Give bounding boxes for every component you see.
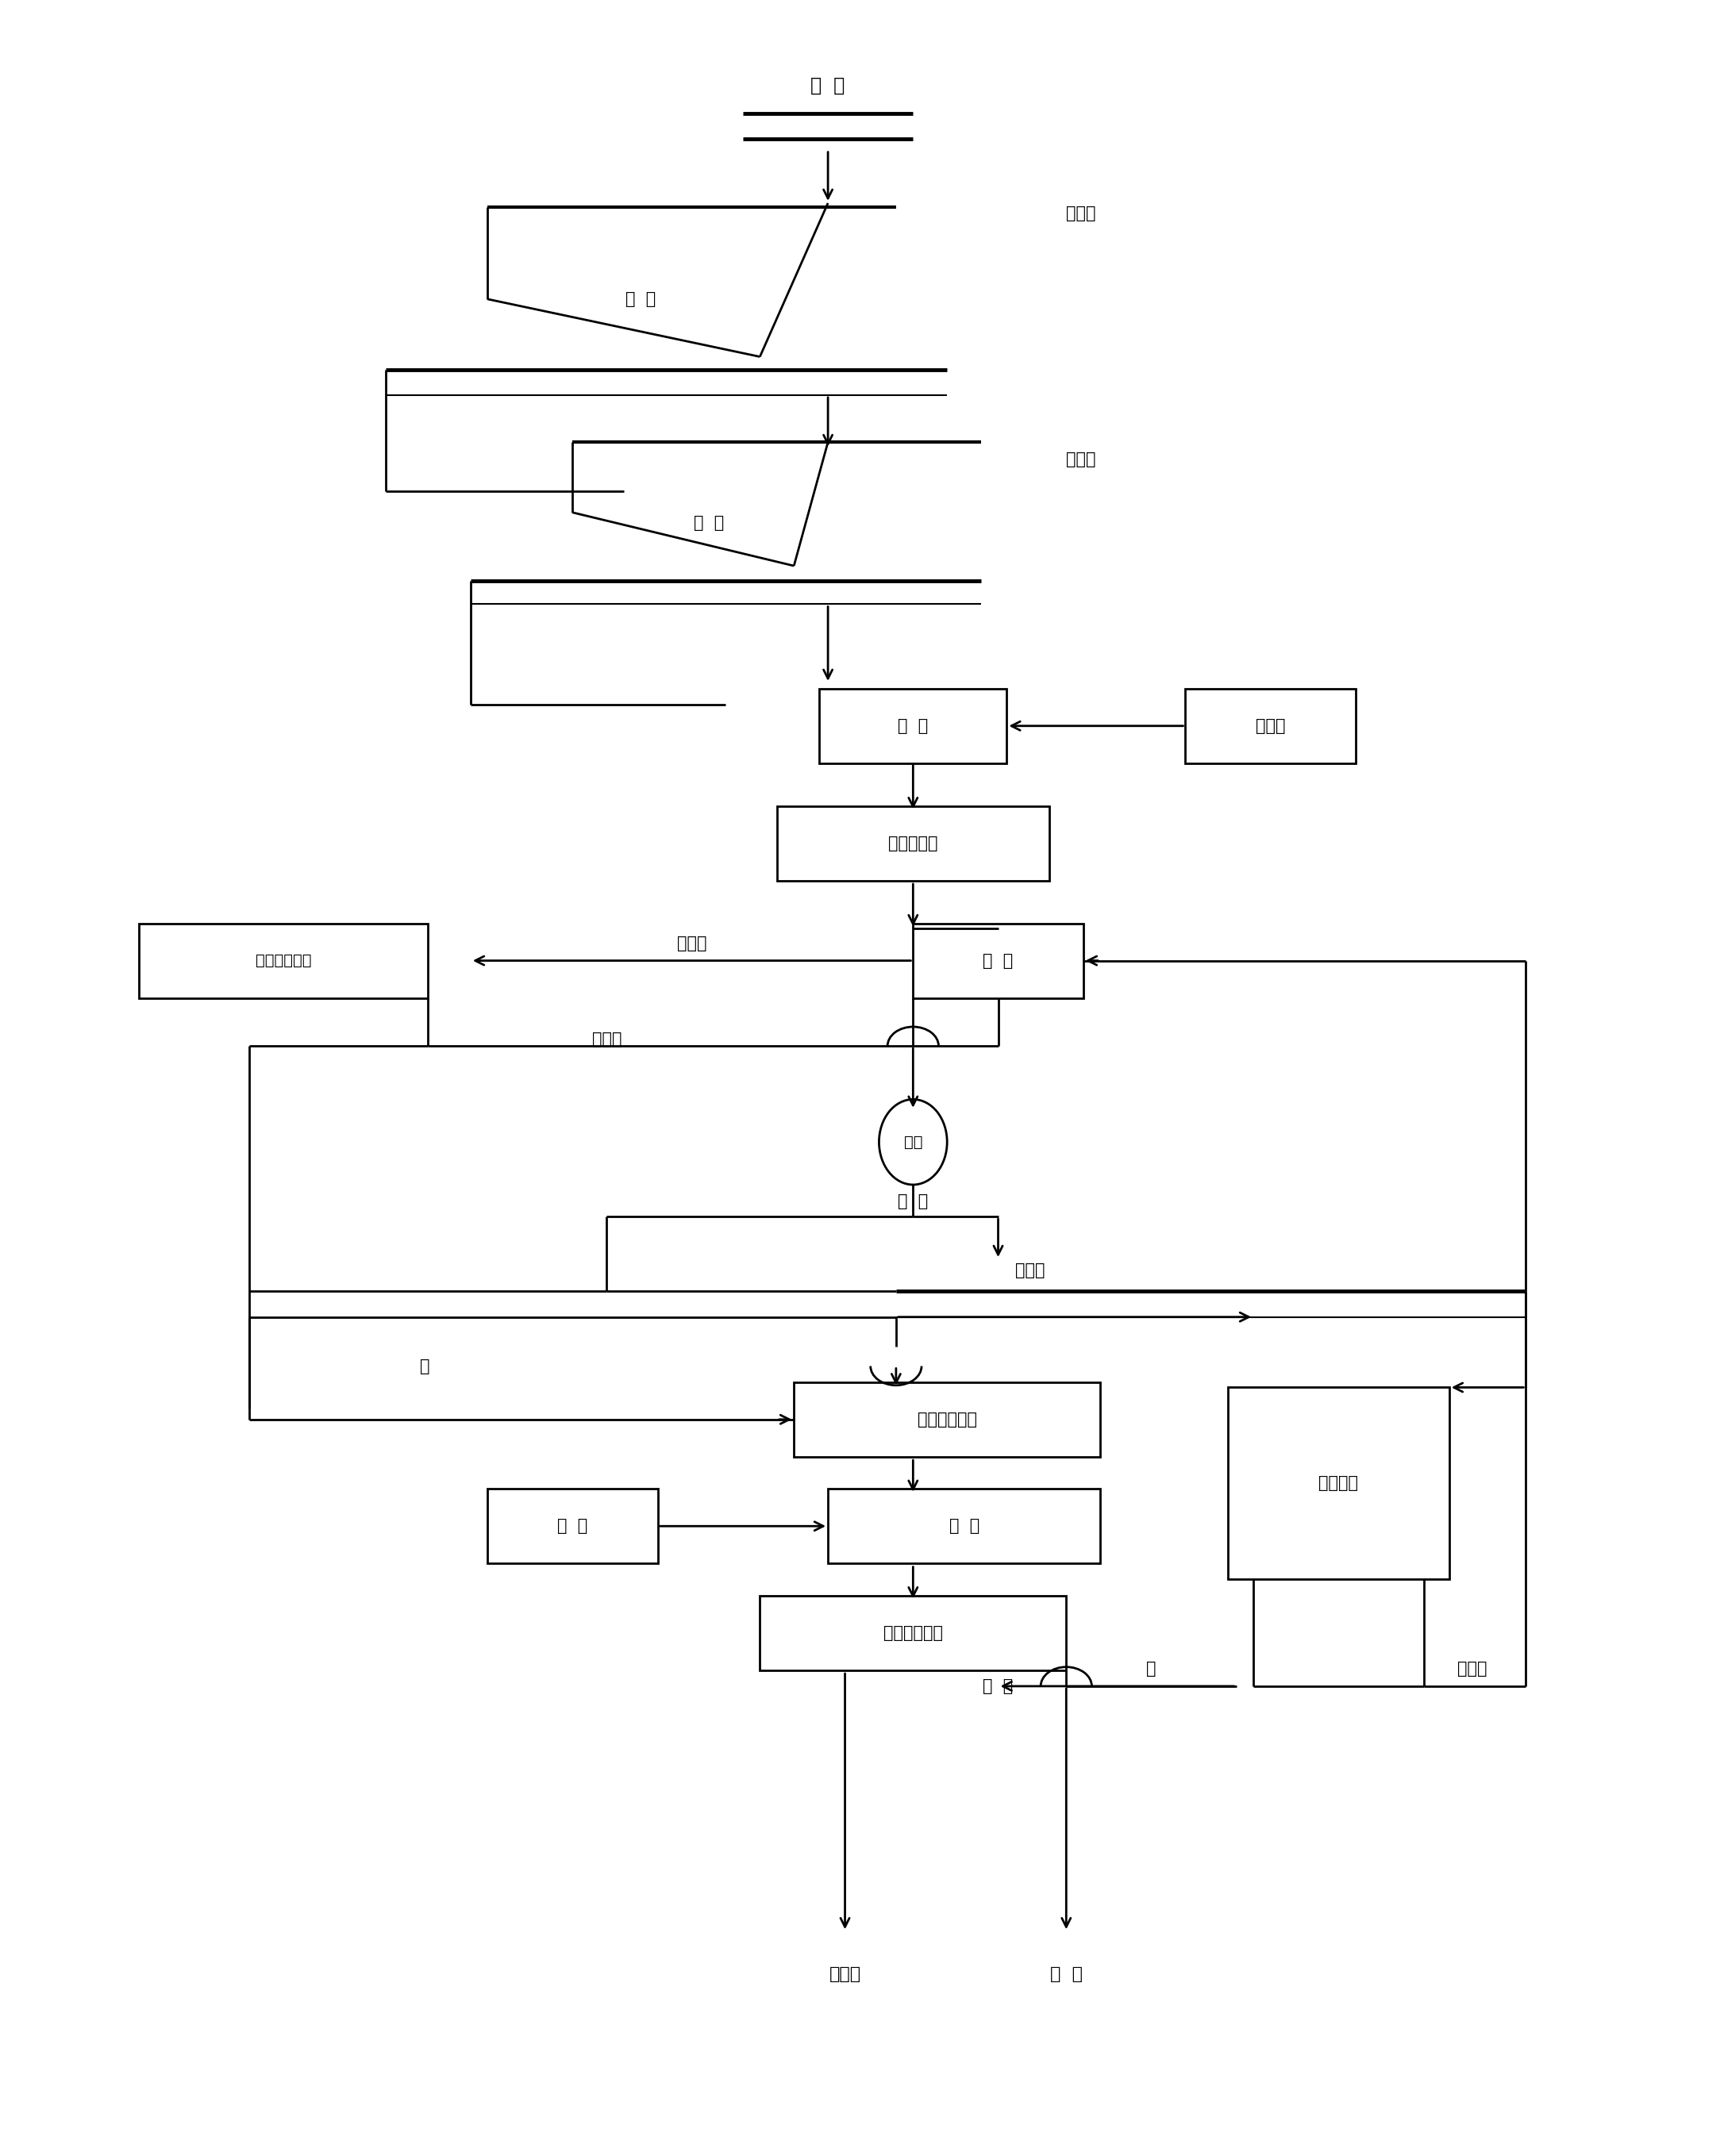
Text: 原  矿: 原 矿 xyxy=(810,75,845,95)
Text: 水返回: 水返回 xyxy=(1459,1660,1488,1677)
Text: 渣: 渣 xyxy=(419,1358,429,1373)
Text: 筛  分: 筛 分 xyxy=(626,291,655,306)
Text: 水  淬: 水 淬 xyxy=(983,953,1014,968)
Text: 破碎机: 破碎机 xyxy=(1065,451,1096,468)
Text: 筛  分: 筛 分 xyxy=(693,515,724,530)
Bar xyxy=(778,806,1050,880)
Text: 还原剂: 还原剂 xyxy=(1255,718,1286,733)
Text: 浸  液: 浸 液 xyxy=(983,1677,1014,1695)
Text: 渣: 渣 xyxy=(1146,1660,1157,1677)
Bar xyxy=(914,923,1083,998)
Bar xyxy=(488,1490,659,1563)
Bar xyxy=(1186,688,1355,763)
Text: 集中处理: 集中处理 xyxy=(1319,1475,1359,1492)
Bar xyxy=(819,688,1007,763)
Text: 湿法收烟、尘: 湿法收烟、尘 xyxy=(255,953,312,968)
Bar xyxy=(138,923,428,998)
Text: 酸  液: 酸 液 xyxy=(557,1518,588,1535)
Text: 过滤脱水干燥: 过滤脱水干燥 xyxy=(883,1626,943,1641)
Text: 尾  矿: 尾 矿 xyxy=(1050,1966,1083,1981)
Text: 磨矿: 磨矿 xyxy=(903,1134,922,1149)
Text: 分  级: 分 级 xyxy=(898,1194,928,1210)
Text: 混  匀: 混 匀 xyxy=(898,718,928,733)
Text: 焙烧炉焙烧: 焙烧炉焙烧 xyxy=(888,834,938,852)
Bar xyxy=(795,1382,1100,1457)
Text: 浸  出: 浸 出 xyxy=(948,1518,979,1535)
Text: 水返回: 水返回 xyxy=(591,1033,622,1048)
Bar xyxy=(1227,1388,1450,1580)
Text: 破碎机: 破碎机 xyxy=(1065,205,1096,222)
Text: 铁精矿: 铁精矿 xyxy=(829,1966,860,1981)
Bar xyxy=(828,1490,1100,1563)
Text: 弱磁选: 弱磁选 xyxy=(1015,1261,1045,1279)
Text: 烟、尘: 烟、尘 xyxy=(678,936,707,951)
Text: 过滤脱水干燥: 过滤脱水干燥 xyxy=(917,1412,978,1427)
Bar xyxy=(760,1595,1065,1671)
